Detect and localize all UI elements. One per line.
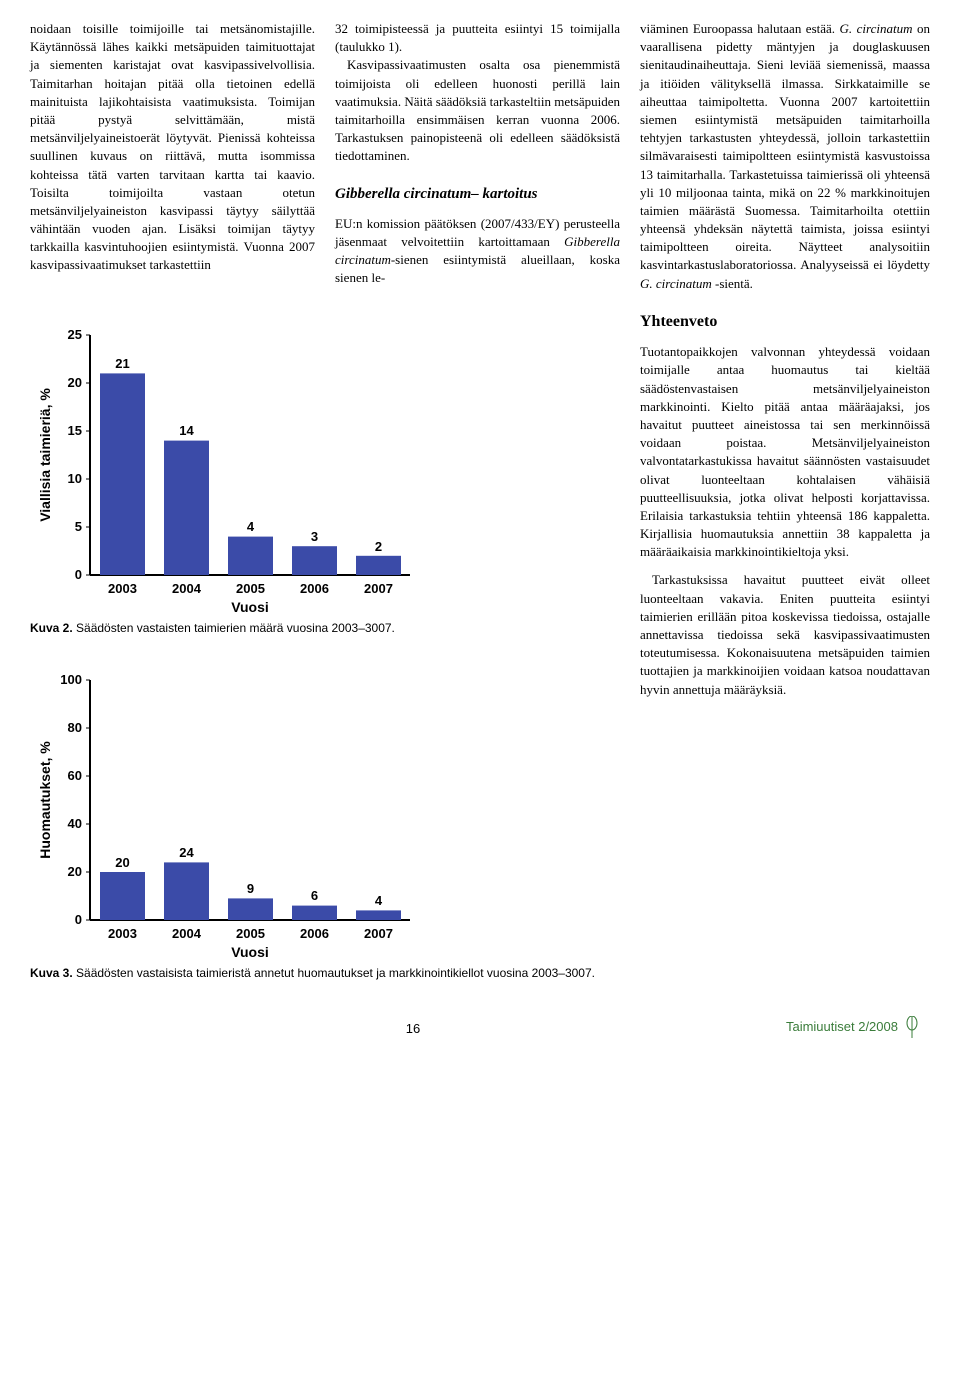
page-number: 16 [406, 1020, 420, 1038]
svg-text:2005: 2005 [236, 926, 265, 941]
main-content: noidaan toisille toimijoille tai metsäno… [30, 20, 930, 996]
column-1: noidaan toisille toimijoille tai metsäno… [30, 20, 315, 287]
svg-text:9: 9 [247, 881, 254, 896]
chart2-caption: Kuva 3. Säädösten vastaisista taimierist… [30, 966, 620, 982]
svg-text:2005: 2005 [236, 581, 265, 596]
svg-text:Viallisia taimieriä, %: Viallisia taimieriä, % [37, 388, 53, 522]
svg-text:4: 4 [375, 893, 383, 908]
svg-text:Vuosi: Vuosi [231, 599, 269, 615]
svg-text:20: 20 [115, 855, 129, 870]
svg-text:2003: 2003 [108, 581, 137, 596]
svg-text:24: 24 [179, 845, 194, 860]
leaf-icon [904, 1016, 920, 1038]
col2-paragraph1: 32 toimipisteessä ja puutteita esiintyi … [335, 20, 620, 56]
chart-1: 0 5 10 15 20 25 21 [30, 315, 430, 615]
svg-text:3: 3 [311, 529, 318, 544]
col2-paragraph2: Kasvipassivaatimusten osalta osa pienemm… [335, 56, 620, 165]
svg-text:0: 0 [75, 567, 82, 582]
svg-text:6: 6 [311, 888, 318, 903]
col3-paragraph3: Tarkastuksissa havaitut puutteet eivät o… [640, 571, 930, 698]
top-two-columns: noidaan toisille toimijoille tai metsäno… [30, 20, 620, 287]
svg-text:20: 20 [68, 375, 82, 390]
footer: 16 Taimiuutiset 2/2008 [30, 1016, 930, 1038]
svg-text:2007: 2007 [364, 581, 393, 596]
svg-text:80: 80 [68, 720, 82, 735]
yhteenveto-heading: Yhteenveto [640, 311, 930, 333]
svg-text:40: 40 [68, 816, 82, 831]
chart1-caption: Kuva 2. Säädösten vastaisten taimierien … [30, 621, 620, 637]
svg-text:2006: 2006 [300, 581, 329, 596]
col3-paragraph2: Tuotantopaikkojen valvonnan yhteydessä v… [640, 343, 930, 561]
svg-text:2006: 2006 [300, 926, 329, 941]
svg-text:0: 0 [75, 912, 82, 927]
svg-text:2003: 2003 [108, 926, 137, 941]
col3-paragraph1: viäminen Euroopassa halutaan estää. G. c… [640, 20, 930, 293]
svg-text:25: 25 [68, 327, 82, 342]
chart-2-container: 0 20 40 60 80 100 20 24 9 [30, 660, 620, 982]
svg-text:2004: 2004 [172, 926, 202, 941]
svg-text:4: 4 [247, 519, 255, 534]
gibberella-heading: Gibberella circinatum– kartoitus [335, 184, 620, 205]
magazine-name: Taimiuutiset 2/2008 [786, 1016, 920, 1038]
svg-text:60: 60 [68, 768, 82, 783]
chart-1-container: 0 5 10 15 20 25 21 [30, 315, 620, 637]
svg-text:5: 5 [75, 519, 82, 534]
svg-text:20: 20 [68, 864, 82, 879]
svg-text:2004: 2004 [172, 581, 202, 596]
chart-2: 0 20 40 60 80 100 20 24 9 [30, 660, 430, 960]
svg-text:2: 2 [375, 539, 382, 554]
svg-text:21: 21 [115, 356, 129, 371]
col1-paragraph: noidaan toisille toimijoille tai metsäno… [30, 20, 315, 275]
col2-paragraph3: EU:n komission päätöksen (2007/433/EY) p… [335, 215, 620, 288]
svg-text:14: 14 [179, 423, 194, 438]
svg-text:Huomautukset, %: Huomautukset, % [37, 741, 53, 859]
svg-text:Vuosi: Vuosi [231, 944, 269, 960]
column-2: 32 toimipisteessä ja puutteita esiintyi … [335, 20, 620, 287]
svg-text:2007: 2007 [364, 926, 393, 941]
column-3: viäminen Euroopassa halutaan estää. G. c… [640, 20, 930, 996]
left-section: noidaan toisille toimijoille tai metsäno… [30, 20, 620, 996]
svg-text:100: 100 [60, 672, 82, 687]
svg-text:10: 10 [68, 471, 82, 486]
svg-text:15: 15 [68, 423, 82, 438]
